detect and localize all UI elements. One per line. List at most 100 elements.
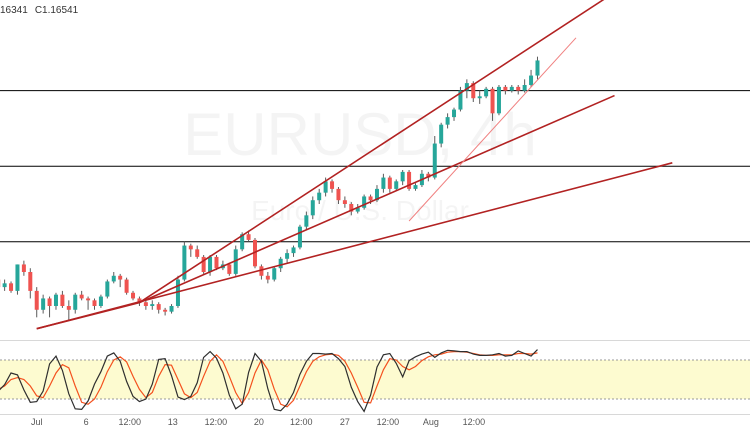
candle-body-4 [21, 264, 26, 272]
candle-body-19 [118, 275, 123, 280]
high-readout: 16341 [0, 5, 28, 16]
candle-body-8 [47, 298, 52, 306]
candle-body-21 [131, 292, 136, 299]
candle-body-10 [60, 294, 65, 306]
candle-body-58 [368, 196, 373, 201]
close-readout: C1.16541 [34, 5, 79, 16]
candle-body-13 [79, 294, 84, 299]
candle-body-81 [516, 86, 521, 91]
candle-body-33 [208, 256, 213, 272]
candle-body-59 [374, 188, 379, 201]
candle-body-48 [304, 215, 309, 227]
candle-body-56 [355, 207, 360, 212]
candle-body-43 [272, 268, 277, 280]
candle-body-61 [387, 177, 392, 189]
candle-body-49 [310, 200, 315, 216]
time-tick-label: 6 [83, 417, 89, 427]
candle-body-74 [471, 83, 476, 99]
candle-body-24 [150, 304, 155, 306]
candle-body-1 [2, 283, 7, 288]
candle-body-42 [265, 275, 270, 280]
candle-body-20 [124, 279, 129, 293]
candle-body-63 [400, 171, 405, 182]
trendline-2 [139, 0, 605, 304]
candle-body-27 [169, 306, 174, 312]
candle-body-11 [66, 306, 71, 310]
watermark-symbol: EURUSD, 4h [183, 101, 536, 168]
candle-body-34 [214, 256, 219, 269]
candle-body-60 [381, 177, 386, 189]
time-tick-label: 20 [253, 417, 264, 427]
candle-body-23 [143, 302, 148, 306]
time-tick-label: 27 [339, 417, 350, 427]
candle-body-30 [188, 245, 193, 250]
candle-body-9 [53, 294, 58, 306]
watermark-description: Euro / U.S. Dollar [251, 195, 469, 226]
candle-body-55 [349, 204, 354, 212]
candle-body-72 [458, 90, 463, 110]
candle-body-16 [98, 296, 103, 306]
time-tick-label: 12:00 [376, 417, 400, 427]
time-tick-label: Aug [422, 417, 439, 427]
candle-body-83 [529, 75, 534, 85]
candle-body-77 [490, 88, 495, 114]
trendline-4 [36, 162, 673, 330]
candle-body-46 [291, 247, 296, 254]
candle-body-76 [484, 88, 489, 97]
candle-body-62 [394, 181, 399, 189]
candle-body-38 [240, 234, 245, 250]
candle-body-79 [503, 86, 508, 91]
candle-body-57 [362, 196, 367, 208]
candle-body-31 [195, 249, 200, 257]
candle-body-82 [522, 85, 527, 91]
candle-body-6 [34, 290, 39, 310]
time-tick-label: 12:00 [289, 417, 313, 427]
time-tick-label: 12:00 [204, 417, 228, 427]
candle-body-14 [86, 298, 91, 301]
oscillator-d-line [0, 351, 538, 408]
candle-body-78 [496, 86, 501, 114]
oscillator-k-line [0, 349, 538, 413]
candle-body-29 [182, 245, 187, 280]
candle-body-45 [285, 253, 290, 259]
ohlc-readout: 16341 C1.16541 [0, 5, 85, 16]
candle-body-84 [535, 60, 540, 76]
candle-body-70 [445, 117, 450, 125]
candle-body-75 [477, 96, 482, 99]
candle-body-44 [278, 258, 283, 269]
candle-body-47 [297, 226, 302, 248]
candle-body-2 [9, 283, 14, 291]
candle-body-71 [452, 109, 457, 118]
candle-body-53 [336, 188, 341, 201]
candle-body-51 [323, 181, 328, 193]
candle-body-37 [233, 249, 238, 274]
candle-body-69 [439, 124, 444, 144]
candle-body-68 [432, 143, 437, 178]
trendline-5 [408, 37, 577, 222]
candle-body-36 [227, 264, 232, 274]
candle-body-41 [259, 266, 264, 276]
candle-body-22 [137, 298, 142, 303]
time-tick-label: 12:00 [462, 417, 486, 427]
candle-body-3 [15, 264, 20, 291]
candle-body-54 [342, 200, 347, 204]
oscillator-band [0, 360, 750, 399]
candle-body-50 [317, 192, 322, 201]
time-tick-label: 12:00 [118, 417, 142, 427]
time-tick-label: 13 [167, 417, 178, 427]
candle-body-5 [28, 272, 33, 291]
candle-body-26 [163, 309, 168, 312]
candle-body-17 [105, 281, 110, 297]
candle-body-52 [330, 181, 335, 189]
time-tick-label: Jul [30, 417, 43, 427]
candle-body-67 [426, 173, 431, 178]
candle-body-73 [464, 83, 469, 91]
candle-body-39 [246, 234, 251, 240]
candle-body-25 [156, 304, 161, 310]
candle-body-80 [509, 86, 514, 91]
trendline-3 [139, 94, 615, 304]
candle-body-12 [73, 294, 78, 310]
candle-body-64 [407, 171, 412, 189]
